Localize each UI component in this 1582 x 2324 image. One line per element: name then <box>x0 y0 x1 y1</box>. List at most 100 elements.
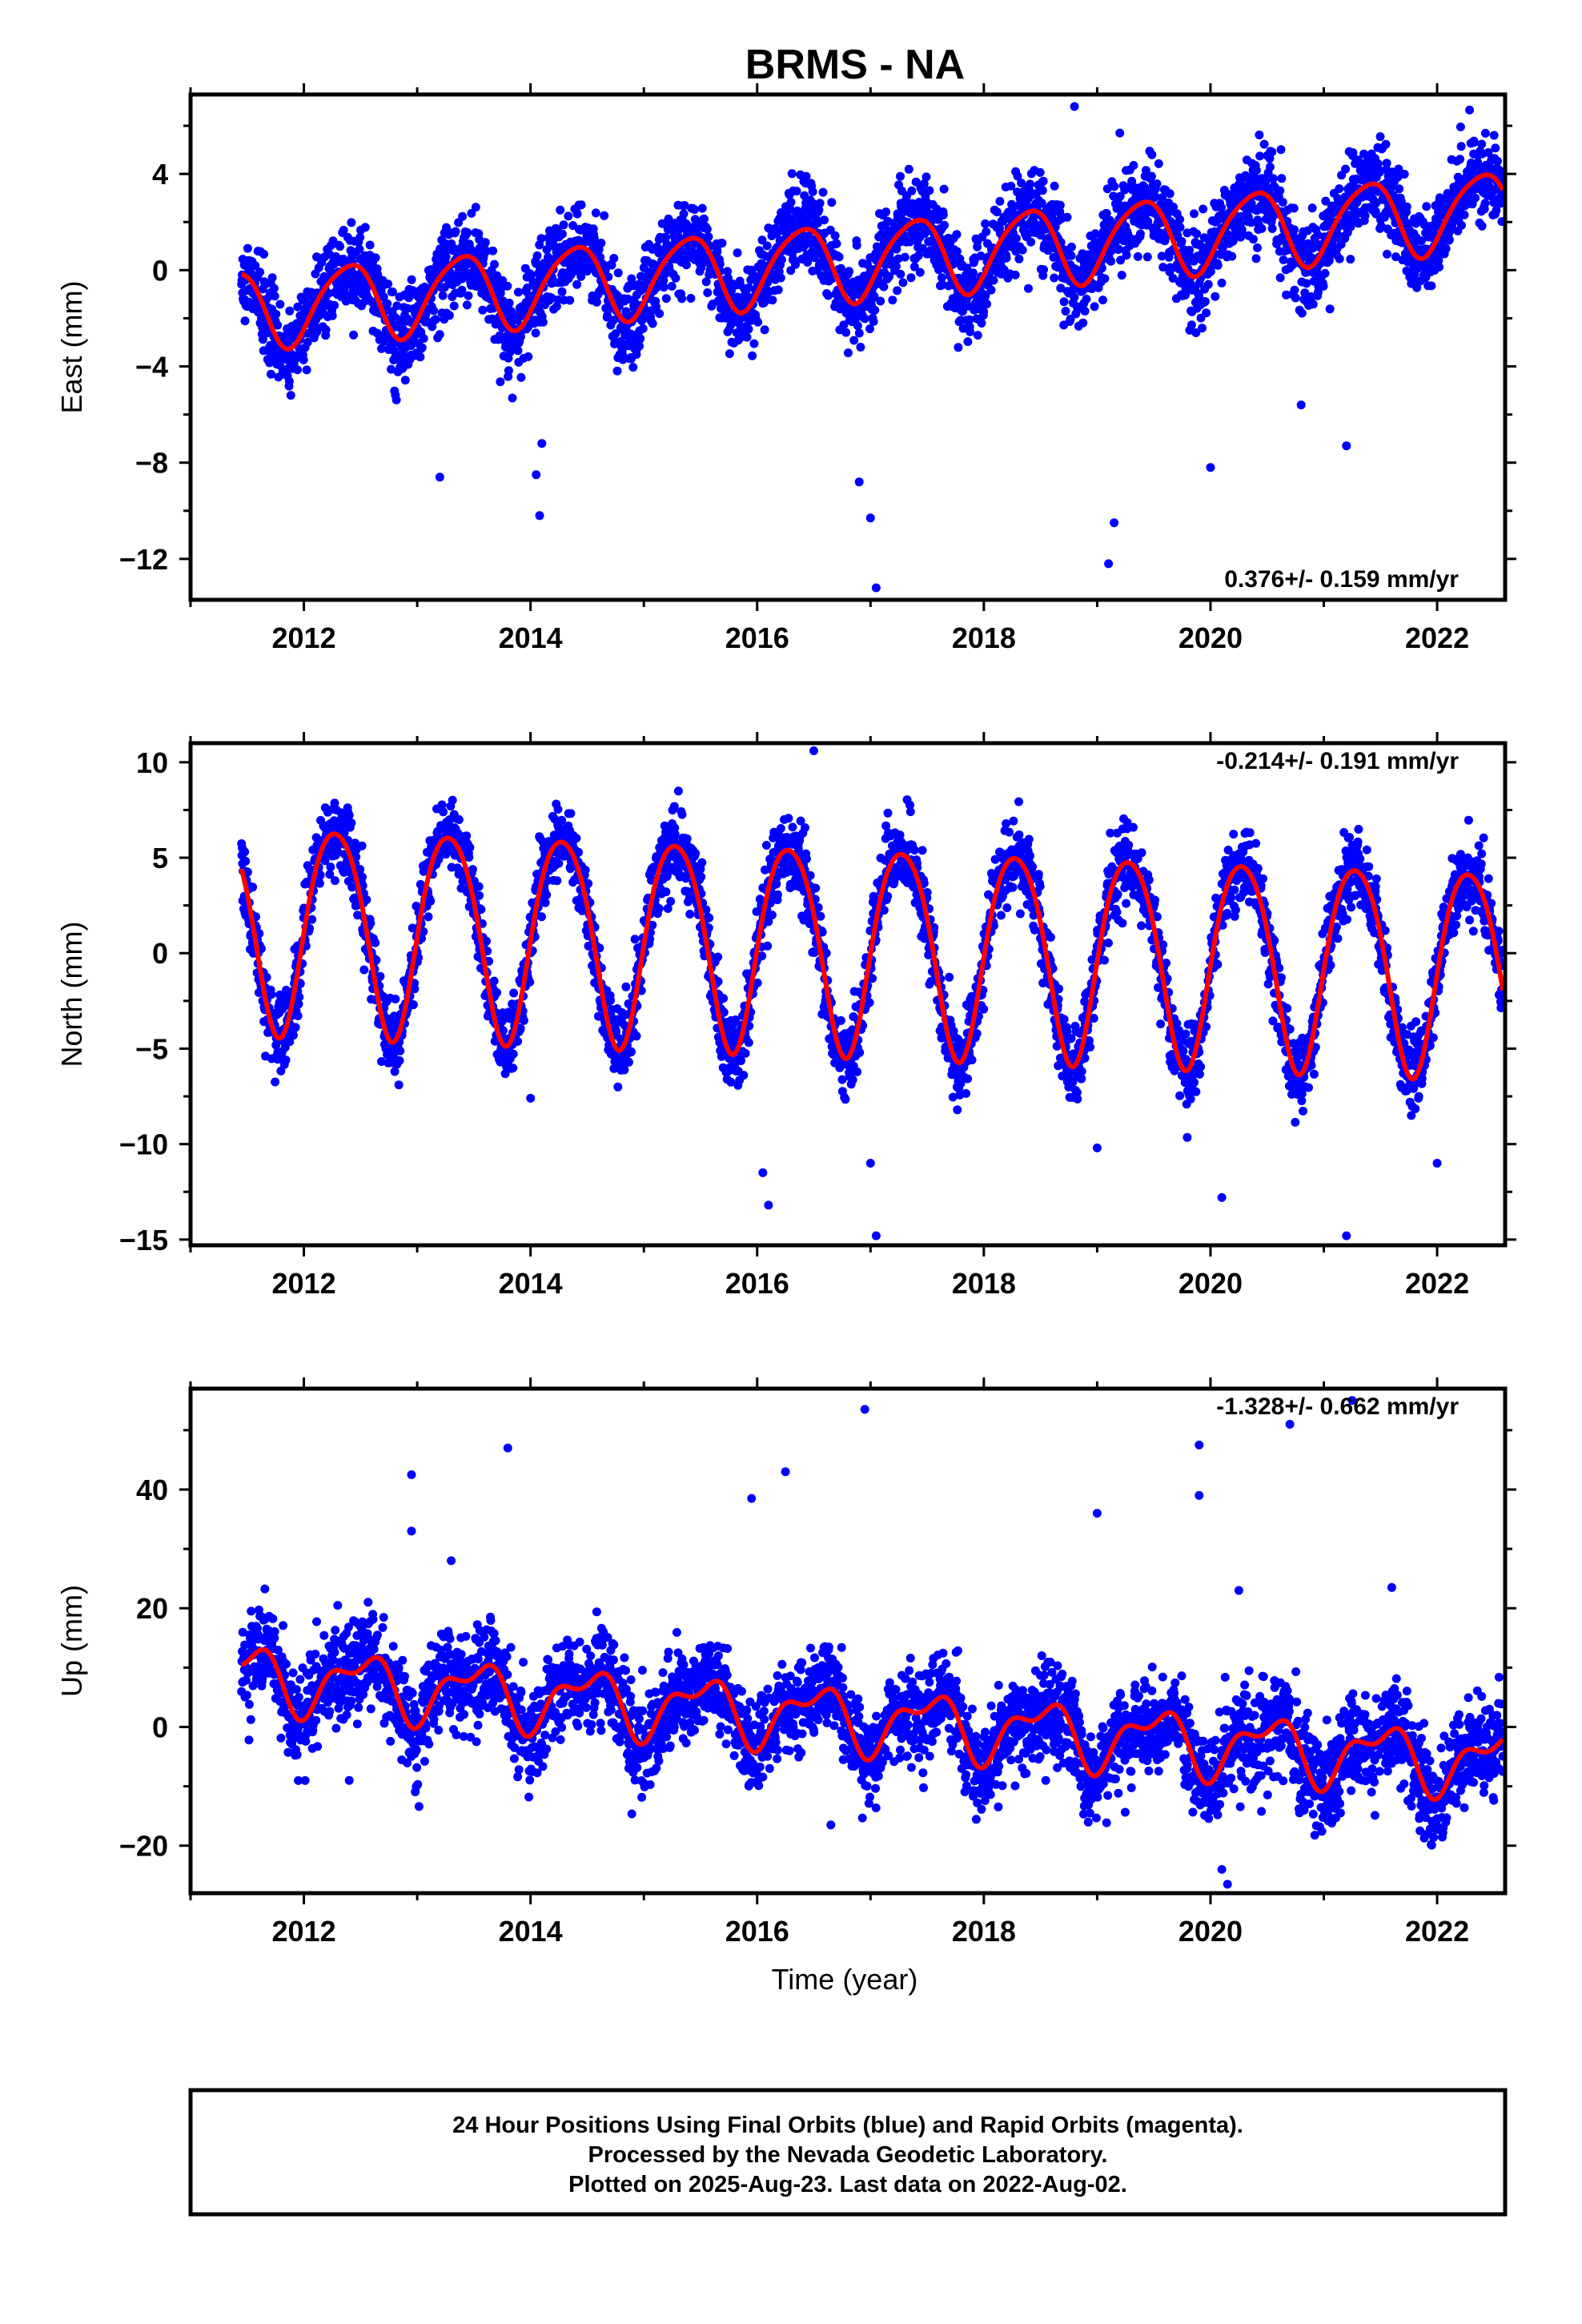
data-point <box>288 1031 298 1040</box>
data-point <box>387 287 397 296</box>
data-point <box>426 896 436 906</box>
data-point <box>753 317 763 327</box>
data-point <box>896 171 905 181</box>
data-point <box>349 330 359 340</box>
data-point <box>786 198 796 207</box>
data-point <box>854 328 864 338</box>
data-point <box>537 912 546 922</box>
data-point <box>1297 308 1307 318</box>
data-point <box>1356 159 1366 168</box>
data-point <box>820 215 829 225</box>
data-point <box>1078 318 1088 328</box>
data-point <box>1382 159 1391 168</box>
data-point <box>471 203 480 212</box>
data-point <box>474 882 484 891</box>
data-point <box>648 319 657 328</box>
data-point <box>1026 237 1036 247</box>
data-point <box>576 271 586 281</box>
data-point <box>351 852 361 862</box>
data-point <box>1169 203 1178 211</box>
data-point <box>1059 297 1069 307</box>
data-point <box>1050 273 1059 283</box>
outlier-point <box>871 583 881 593</box>
data-point <box>1177 236 1186 246</box>
data-point <box>915 267 925 277</box>
data-point <box>815 199 825 208</box>
data-point <box>255 267 265 277</box>
data-point <box>909 262 919 271</box>
data-point <box>1253 243 1262 252</box>
data-point <box>391 395 401 404</box>
data-point <box>700 214 709 223</box>
data-point <box>1249 235 1258 244</box>
data-point <box>818 187 828 197</box>
data-point <box>1191 328 1201 337</box>
y-tick-label: −8 <box>135 447 168 480</box>
data-point <box>1037 199 1046 208</box>
data-point <box>1348 148 1358 158</box>
data-point <box>1320 268 1330 278</box>
data-point <box>556 205 565 215</box>
data-point <box>630 935 640 944</box>
data-point <box>1226 190 1235 199</box>
data-point <box>357 841 367 850</box>
data-point <box>744 283 753 292</box>
data-point <box>677 294 687 304</box>
data-point <box>394 1080 404 1090</box>
data-point <box>509 988 519 998</box>
data-point <box>1381 139 1391 149</box>
data-point <box>552 876 562 886</box>
data-point <box>315 870 325 880</box>
data-point <box>1456 142 1466 151</box>
data-point <box>1158 263 1168 272</box>
data-point <box>383 299 392 308</box>
data-point <box>1035 167 1045 177</box>
data-point <box>480 238 490 247</box>
data-point <box>976 251 986 261</box>
data-point <box>1115 191 1125 201</box>
data-point <box>1395 184 1404 194</box>
data-point <box>1173 231 1182 240</box>
outlier-point <box>535 511 544 521</box>
data-point <box>347 818 356 828</box>
data-point <box>285 1037 295 1047</box>
data-point <box>1307 203 1317 213</box>
data-point <box>265 358 275 368</box>
data-point <box>977 319 986 328</box>
data-point <box>1018 245 1027 255</box>
data-point <box>513 1036 523 1046</box>
data-point <box>248 883 258 892</box>
data-point <box>989 275 998 285</box>
data-point <box>869 317 878 326</box>
data-point <box>1435 193 1444 203</box>
data-point <box>1289 203 1299 213</box>
data-point <box>355 244 364 254</box>
data-point <box>270 292 279 301</box>
data-point <box>482 247 491 256</box>
data-point <box>680 201 689 210</box>
data-point <box>375 971 385 981</box>
data-point <box>449 301 459 311</box>
data-point <box>701 277 711 287</box>
data-point <box>580 865 590 875</box>
data-point <box>1133 251 1142 261</box>
data-point <box>1335 254 1344 263</box>
data-point <box>273 320 283 330</box>
data-point <box>1496 199 1505 208</box>
data-point <box>508 393 517 403</box>
data-point <box>536 234 546 243</box>
outlier-point <box>1070 102 1079 111</box>
data-point <box>1359 149 1368 159</box>
data-point <box>1484 148 1493 157</box>
data-point <box>620 1065 629 1075</box>
data-point <box>881 207 891 217</box>
data-point <box>269 283 279 293</box>
data-point <box>845 267 853 276</box>
data-point <box>1117 271 1126 280</box>
data-point <box>1066 242 1076 251</box>
data-point <box>258 335 267 344</box>
data-point <box>243 243 252 253</box>
data-point <box>1202 308 1211 318</box>
data-point <box>1255 131 1264 139</box>
data-point <box>1346 222 1355 231</box>
